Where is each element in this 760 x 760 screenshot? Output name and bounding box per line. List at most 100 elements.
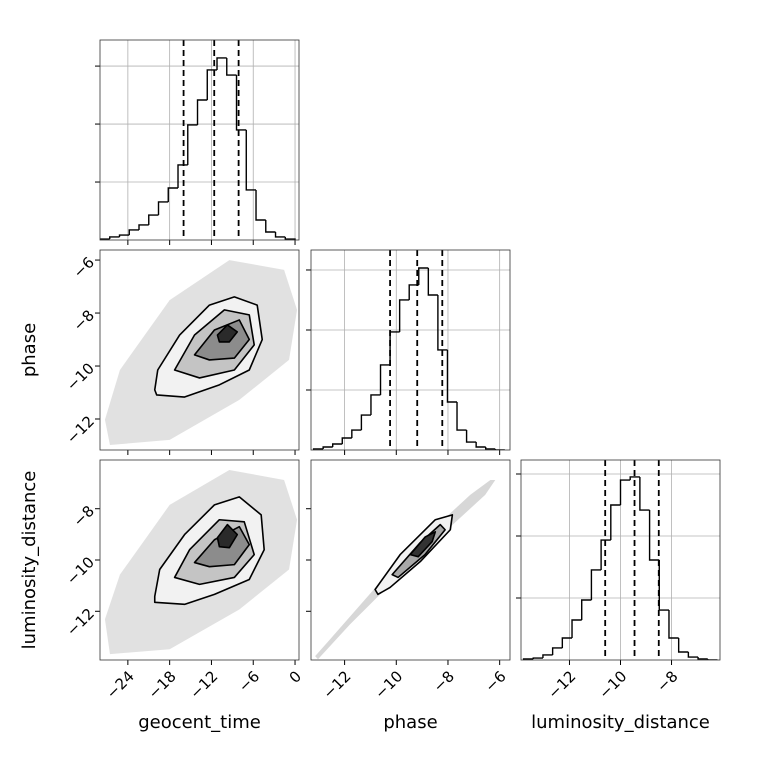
plot-area	[311, 250, 510, 450]
histogram-bin	[109, 236, 120, 240]
y-tick-label: −6	[70, 253, 98, 281]
histogram-bin	[571, 619, 582, 638]
y-tick-label: −8	[70, 306, 98, 334]
x-axis-label: phase	[383, 712, 437, 733]
histogram-bin	[245, 129, 257, 191]
axes-frame	[99, 39, 300, 241]
histogram-bin	[332, 443, 343, 447]
x-tick-label: −12	[319, 667, 354, 702]
histogram-bin	[255, 189, 266, 221]
y-tick-label: −10	[63, 553, 98, 588]
histogram-bin	[138, 224, 149, 230]
axes-frame	[310, 459, 511, 661]
x-tick-label: −8	[653, 667, 681, 695]
histogram-bin	[389, 331, 400, 365]
histogram-bin	[581, 599, 592, 621]
histogram-bin	[561, 637, 573, 648]
histogram-bin	[341, 437, 352, 444]
histogram-bin	[322, 446, 333, 449]
x-tick-label: −12	[186, 667, 221, 702]
histogram-bin	[648, 510, 660, 561]
plot-area	[104, 470, 298, 655]
histogram-bin	[610, 504, 621, 541]
x-tick-label: −10	[595, 667, 630, 702]
histogram-bin	[370, 394, 381, 416]
histogram-bin	[360, 414, 371, 431]
histogram-bin	[379, 364, 391, 395]
histogram-bin	[639, 476, 650, 511]
histogram-bin	[274, 232, 286, 238]
plot-area	[104, 260, 298, 445]
histogram-bin	[128, 229, 140, 236]
histogram-bin	[494, 448, 505, 450]
histogram-bin	[351, 429, 362, 438]
panel: −12 −10 −8 −6 phase	[306, 459, 511, 733]
histogram-bin	[600, 539, 611, 570]
x-tick-label: −12	[544, 667, 579, 702]
histogram-bin	[418, 267, 429, 285]
histogram-bin	[629, 476, 640, 481]
histogram-bin	[216, 57, 227, 70]
plot-area	[315, 480, 496, 660]
y-tick-label: −12	[63, 412, 98, 447]
x-tick-label: −6	[235, 667, 263, 695]
histogram-bin	[187, 124, 198, 165]
histogram-bin	[687, 652, 699, 658]
histogram-bin	[157, 201, 169, 216]
histogram-bin	[196, 99, 208, 125]
histogram-bin	[677, 637, 689, 653]
histogram-bin	[226, 57, 237, 76]
histogram-bin	[485, 447, 496, 450]
contour	[216, 324, 239, 343]
axes-frame	[99, 249, 300, 451]
panel	[95, 39, 300, 245]
histogram-bin	[427, 268, 438, 296]
panel: −12 −10 −8 luminosity_distance	[516, 459, 721, 733]
histogram-bin	[265, 220, 276, 233]
contour	[409, 530, 437, 558]
histogram-bin	[542, 654, 553, 659]
y-tick-label: −10	[63, 359, 98, 394]
histogram-bin	[235, 75, 247, 131]
panel: −12 −10 −8 −6 phase	[19, 249, 300, 455]
x-tick-label: 0	[286, 667, 305, 686]
histogram-bin	[658, 560, 669, 611]
x-tick-label: −10	[371, 667, 406, 702]
histogram-bin	[590, 569, 602, 600]
histogram-bin	[668, 610, 679, 639]
x-tick-label: −6	[481, 667, 509, 695]
histogram-bin	[167, 187, 179, 202]
histogram-bin	[100, 238, 110, 240]
y-tick-label: −12	[63, 605, 98, 640]
histogram-bin	[284, 236, 296, 240]
histogram-bin	[456, 401, 467, 431]
axes-frame	[99, 459, 300, 661]
histogram-bin	[551, 647, 563, 655]
x-tick-label: −24	[103, 667, 138, 702]
y-tick-label: −8	[70, 502, 98, 530]
panel: −24 −18 −12 −6 0−12−10−8geocent_timeluminosi…	[19, 459, 305, 733]
histogram-bin	[118, 234, 130, 237]
y-axis-label: luminosity_distance	[19, 471, 40, 650]
x-axis-label: luminosity_distance	[531, 712, 710, 733]
histogram-bin	[446, 349, 458, 403]
contour	[216, 523, 239, 549]
histogram-bin	[398, 299, 410, 332]
histogram-bin	[475, 442, 486, 448]
plot-area	[100, 40, 299, 240]
x-axis-label: geocent_time	[138, 712, 261, 733]
histogram-bin	[408, 284, 419, 300]
histogram-bin	[206, 69, 218, 100]
histogram-bin	[465, 430, 477, 443]
histogram-bin	[697, 657, 708, 660]
axes-frame	[310, 249, 511, 451]
histogram-bin	[619, 479, 631, 506]
histogram-bin	[148, 214, 159, 225]
plot-area	[521, 460, 720, 660]
x-tick-label: −18	[145, 667, 180, 702]
x-tick-label: −8	[430, 667, 458, 695]
histogram-bin	[437, 295, 448, 351]
y-axis-label: phase	[19, 323, 40, 377]
panel	[306, 249, 511, 455]
